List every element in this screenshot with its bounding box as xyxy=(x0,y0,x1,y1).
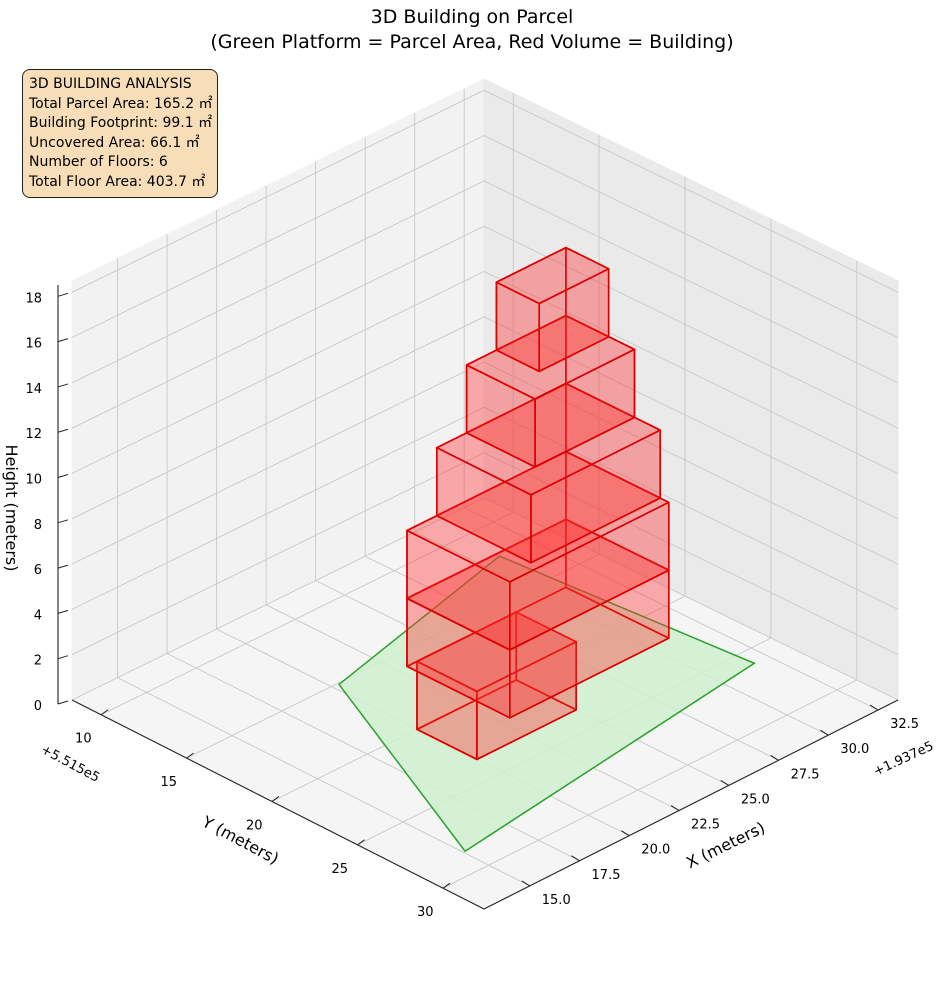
x-tick-mark-1 xyxy=(571,855,580,862)
x-tick-mark-3 xyxy=(670,805,680,811)
grid-line-z-5 xyxy=(71,270,899,474)
z-tick-label-3: 6 xyxy=(34,563,42,578)
z-tick-mark-2 xyxy=(57,609,69,614)
y-axis-title: Y (meters) xyxy=(198,812,282,869)
z-tick-label-8: 16 xyxy=(25,337,42,352)
z-tick-mark-8 xyxy=(57,338,69,343)
z-tick-mark-6 xyxy=(57,428,69,433)
y-tick-label-0: 10 xyxy=(75,732,92,747)
y-offset-label: +5.515e5 xyxy=(38,742,102,785)
z-tick-label-6: 12 xyxy=(25,427,42,442)
z-tick-label-4: 8 xyxy=(34,518,42,533)
x-tick-label-7: 32.5 xyxy=(890,717,919,732)
info-line-floor-area: Total Floor Area: 403.7 ㎡ xyxy=(29,173,206,190)
z-tick-label-1: 2 xyxy=(34,654,42,669)
y-tick-label-4: 30 xyxy=(417,905,434,920)
x-tick-label-2: 20.0 xyxy=(641,843,670,858)
z-tick-mark-3 xyxy=(57,564,69,569)
info-line-uncovered: Uncovered Area: 66.1 ㎡ xyxy=(29,134,200,151)
x-tick-label-5: 27.5 xyxy=(791,767,820,782)
z-tick-mark-0 xyxy=(57,700,69,705)
grid-line-z-9 xyxy=(71,89,899,293)
x-tick-label-3: 22.5 xyxy=(691,818,720,833)
y-tick-mark-3 xyxy=(357,839,365,846)
z-tick-mark-9 xyxy=(57,292,69,297)
x-tick-mark-0 xyxy=(521,880,531,887)
z-tick-mark-4 xyxy=(57,519,69,524)
z-tick-label-2: 4 xyxy=(34,608,42,623)
z-axis-title: Height (meters) xyxy=(2,445,21,572)
chart-title: 3D Building on Parcel xyxy=(370,6,574,28)
info-line-footprint: Building Footprint: 99.1 ㎡ xyxy=(29,115,213,131)
grid-line-z-0 xyxy=(71,497,899,701)
grid-line-z-2 xyxy=(71,406,899,610)
y-tick-mark-4 xyxy=(442,882,451,889)
y-axis-line xyxy=(71,699,485,910)
y-tick-label-2: 20 xyxy=(246,818,263,833)
y-tick-label-1: 15 xyxy=(161,775,178,790)
grid-line-z-6 xyxy=(71,225,899,429)
x-tick-mark-5 xyxy=(770,754,779,761)
x-tick-mark-7 xyxy=(869,704,879,711)
x-tick-label-4: 25.0 xyxy=(741,792,770,807)
grid-line-z-4 xyxy=(71,316,899,520)
z-tick-label-5: 10 xyxy=(25,473,42,488)
info-line-parcel-area: Total Parcel Area: 165.2 ㎡ xyxy=(29,95,213,112)
grid-line-z-3 xyxy=(71,361,899,565)
x-tick-label-6: 30.0 xyxy=(840,742,869,757)
z-tick-mark-5 xyxy=(57,474,69,478)
z-tick-label-9: 18 xyxy=(25,291,42,306)
z-tick-label-0: 0 xyxy=(34,699,42,714)
x-tick-mark-2 xyxy=(621,830,630,837)
chart-subtitle: (Green Platform = Parcel Area, Red Volum… xyxy=(210,31,734,53)
y-tick-label-3: 25 xyxy=(331,862,348,877)
grid-line-z-1 xyxy=(71,452,899,656)
x-tick-mark-4 xyxy=(720,779,730,786)
grid-line-z-7 xyxy=(71,180,899,384)
x-tick-label-0: 15.0 xyxy=(542,893,571,908)
analysis-info-box: 3D BUILDING ANALYSIS Total Parcel Area: … xyxy=(22,69,218,198)
z-tick-mark-1 xyxy=(57,655,69,660)
building-floor-6-top xyxy=(495,246,610,305)
z-tick-mark-7 xyxy=(57,383,69,388)
y-tick-mark-2 xyxy=(271,796,280,802)
x-tick-mark-6 xyxy=(820,729,829,736)
grid-line-z-8 xyxy=(71,135,899,339)
x-axis-line xyxy=(483,699,899,910)
y-tick-mark-1 xyxy=(186,752,194,759)
x-tick-label-1: 17.5 xyxy=(592,868,621,883)
x-offset-label: +1.937e5 xyxy=(871,739,936,780)
info-line-floors: Number of Floors: 6 xyxy=(29,154,168,170)
z-tick-label-7: 14 xyxy=(25,382,42,397)
info-line-heading: 3D BUILDING ANALYSIS xyxy=(29,76,192,92)
y-tick-mark-0 xyxy=(100,709,109,716)
